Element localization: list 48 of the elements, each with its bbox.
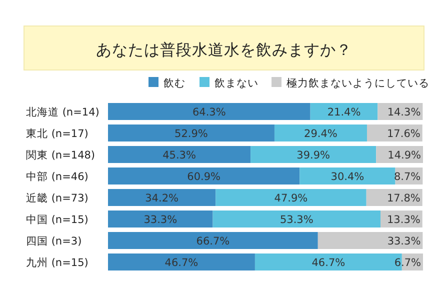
- data-label: 60.9%: [187, 170, 221, 183]
- bar: [318, 232, 423, 249]
- bar: [212, 210, 381, 228]
- chart-title: あなたは普段水道水を飲みますか？: [96, 41, 352, 59]
- y-tick-label: 東北 (n=17): [26, 127, 88, 140]
- legend-label: 飲まない: [214, 78, 258, 90]
- y-tick-label: 中部 (n=46): [26, 170, 88, 183]
- y-tick-label: 四国 (n=3): [26, 236, 82, 248]
- bar: [108, 168, 300, 184]
- bar: [108, 210, 213, 228]
- bar: [216, 189, 366, 206]
- bar: [250, 146, 376, 163]
- data-label: 64.3%: [192, 106, 226, 118]
- data-label: 53.3%: [280, 214, 314, 226]
- bar: [108, 146, 251, 163]
- data-label: 46.7%: [312, 256, 346, 269]
- bar: [274, 124, 367, 142]
- data-label: 17.6%: [387, 128, 420, 140]
- data-label: 66.7%: [196, 235, 230, 248]
- data-label: 29.4%: [304, 128, 338, 140]
- data-label: 45.3%: [162, 149, 196, 162]
- data-label: 13.3%: [387, 214, 420, 226]
- data-label: 14.3%: [387, 106, 421, 118]
- data-label: 30.4%: [330, 170, 364, 183]
- data-label: 17.8%: [387, 192, 420, 204]
- y-tick-label: 九州 (n=15): [26, 256, 88, 269]
- data-label: 46.7%: [164, 256, 198, 269]
- bar: [300, 168, 396, 184]
- bar: [108, 103, 310, 120]
- y-tick-label: 近畿 (n=73): [26, 192, 88, 204]
- bar: [108, 232, 318, 249]
- y-tick-label: 関東 (n=148): [26, 148, 96, 162]
- data-label: 39.9%: [296, 149, 330, 162]
- bar: [108, 124, 274, 142]
- data-label: 33.3%: [144, 214, 178, 226]
- data-label: 52.9%: [174, 128, 208, 140]
- legend-label: 飲む: [164, 78, 186, 90]
- legend-label: 極力飲まないようにしている: [286, 76, 430, 90]
- data-label: 21.4%: [327, 106, 361, 118]
- y-tick-label: 中国 (n=15): [26, 213, 88, 226]
- data-label: 34.2%: [145, 192, 179, 204]
- bar: [108, 189, 216, 206]
- data-label: 14.9%: [388, 149, 422, 162]
- y-tick-label: 北海道 (n=14): [26, 106, 100, 118]
- bar: [310, 103, 378, 120]
- data-label: 47.9%: [274, 192, 308, 204]
- data-label: 33.3%: [387, 235, 421, 248]
- bar: [108, 254, 255, 270]
